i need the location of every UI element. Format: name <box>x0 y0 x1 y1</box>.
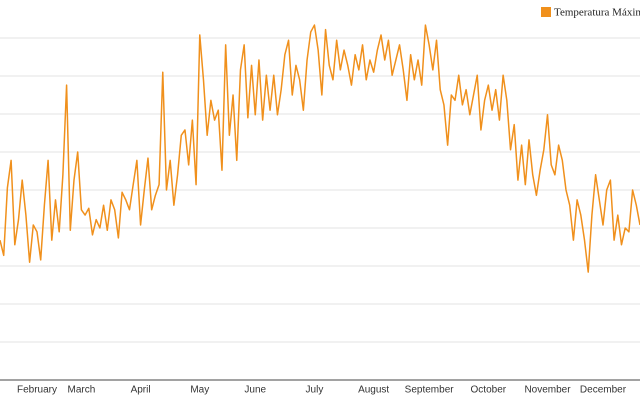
x-tick-label: September <box>405 385 455 396</box>
legend-swatch <box>541 7 551 17</box>
x-tick-label: May <box>190 385 209 396</box>
x-tick-label: November <box>524 385 571 396</box>
x-tick-label: December <box>580 385 627 396</box>
x-tick-label: October <box>471 385 507 396</box>
x-tick-label: July <box>306 385 324 396</box>
x-tick-label: April <box>131 385 151 396</box>
x-tick-label: March <box>67 385 95 396</box>
legend-label: Temperatura Máxima <box>554 7 640 19</box>
x-tick-label: February <box>17 385 57 396</box>
x-tick-label: June <box>244 385 266 396</box>
data-line <box>0 24 640 273</box>
x-tick-label: August <box>358 385 389 396</box>
